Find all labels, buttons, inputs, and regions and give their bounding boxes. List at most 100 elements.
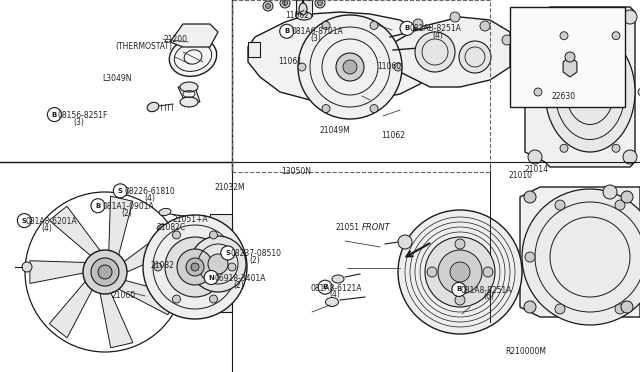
- Circle shape: [209, 295, 218, 303]
- Text: 21051+A: 21051+A: [173, 215, 209, 224]
- Polygon shape: [49, 282, 92, 338]
- Ellipse shape: [332, 275, 344, 283]
- Ellipse shape: [159, 208, 171, 216]
- Text: 11061: 11061: [278, 57, 302, 66]
- Circle shape: [221, 246, 235, 260]
- Circle shape: [528, 10, 542, 24]
- Circle shape: [317, 0, 323, 6]
- Polygon shape: [395, 17, 510, 87]
- Ellipse shape: [147, 102, 159, 112]
- Text: B: B: [323, 284, 328, 290]
- Text: B: B: [404, 25, 410, 31]
- Text: L3049N: L3049N: [102, 74, 132, 83]
- Text: 21032M: 21032M: [214, 183, 245, 192]
- Circle shape: [555, 304, 565, 314]
- Circle shape: [621, 191, 633, 203]
- Circle shape: [459, 41, 491, 73]
- Circle shape: [638, 88, 640, 96]
- Text: 21051: 21051: [336, 223, 360, 232]
- Circle shape: [398, 210, 522, 334]
- Circle shape: [455, 295, 465, 305]
- Circle shape: [623, 10, 637, 24]
- Text: B: B: [284, 28, 289, 34]
- Circle shape: [263, 1, 273, 11]
- Circle shape: [480, 21, 490, 31]
- Circle shape: [370, 105, 378, 113]
- Text: 081A8-8251A: 081A8-8251A: [461, 286, 512, 295]
- Text: (THERMOSTAT): (THERMOSTAT): [115, 42, 172, 51]
- Circle shape: [165, 237, 225, 297]
- Polygon shape: [100, 293, 133, 348]
- Circle shape: [425, 237, 495, 307]
- Circle shape: [173, 231, 180, 239]
- Circle shape: [370, 22, 378, 29]
- Text: 11062: 11062: [285, 11, 309, 20]
- Circle shape: [98, 265, 112, 279]
- Polygon shape: [118, 280, 178, 315]
- Text: 21060: 21060: [112, 291, 136, 300]
- Circle shape: [534, 88, 542, 96]
- Circle shape: [621, 301, 633, 313]
- Circle shape: [615, 200, 625, 210]
- Text: 21082: 21082: [150, 261, 174, 270]
- Circle shape: [394, 63, 402, 71]
- Polygon shape: [210, 214, 232, 312]
- Text: N: N: [208, 275, 214, 280]
- Polygon shape: [178, 87, 200, 102]
- Ellipse shape: [299, 3, 307, 15]
- Circle shape: [455, 239, 465, 249]
- Circle shape: [91, 199, 105, 213]
- Circle shape: [555, 200, 565, 210]
- Polygon shape: [563, 57, 577, 77]
- Text: (4): (4): [330, 291, 340, 299]
- Circle shape: [612, 144, 620, 152]
- Bar: [510, 7, 625, 107]
- Circle shape: [483, 267, 493, 277]
- Circle shape: [280, 24, 294, 38]
- Ellipse shape: [326, 298, 339, 307]
- Circle shape: [450, 262, 470, 282]
- Text: (3): (3): [74, 118, 84, 126]
- Circle shape: [565, 52, 575, 62]
- Circle shape: [615, 304, 625, 314]
- Text: B: B: [52, 112, 57, 118]
- Ellipse shape: [170, 38, 217, 76]
- Circle shape: [427, 267, 437, 277]
- Circle shape: [450, 12, 460, 22]
- Text: (6): (6): [483, 292, 494, 301]
- Text: 21049M: 21049M: [320, 126, 351, 135]
- Circle shape: [438, 250, 482, 294]
- Text: 081A1-0901A: 081A1-0901A: [102, 202, 154, 211]
- Circle shape: [528, 150, 542, 164]
- Polygon shape: [49, 206, 100, 256]
- Polygon shape: [109, 196, 132, 255]
- Circle shape: [47, 108, 61, 122]
- Text: B: B: [95, 203, 100, 209]
- Text: (2): (2): [250, 256, 260, 265]
- Polygon shape: [124, 229, 178, 272]
- Circle shape: [413, 19, 423, 29]
- Text: (3): (3): [310, 34, 321, 43]
- Circle shape: [209, 231, 218, 239]
- Text: 081AB-8251A: 081AB-8251A: [410, 24, 461, 33]
- Text: R210000M: R210000M: [506, 347, 547, 356]
- Circle shape: [17, 214, 31, 228]
- Circle shape: [208, 254, 228, 274]
- Circle shape: [91, 258, 119, 286]
- Circle shape: [603, 185, 617, 199]
- Circle shape: [190, 236, 246, 292]
- Circle shape: [177, 249, 213, 285]
- Circle shape: [113, 184, 127, 198]
- Text: S: S: [118, 188, 123, 194]
- Circle shape: [298, 63, 306, 71]
- Circle shape: [298, 15, 402, 119]
- Circle shape: [173, 295, 180, 303]
- Text: 081A8-6201A: 081A8-6201A: [26, 217, 77, 226]
- Circle shape: [502, 35, 512, 45]
- Text: 08156-8251F: 08156-8251F: [58, 111, 108, 120]
- Ellipse shape: [180, 82, 198, 92]
- Ellipse shape: [180, 97, 198, 107]
- Text: 06918-3401A: 06918-3401A: [214, 274, 266, 283]
- Circle shape: [415, 32, 455, 72]
- Circle shape: [336, 53, 364, 81]
